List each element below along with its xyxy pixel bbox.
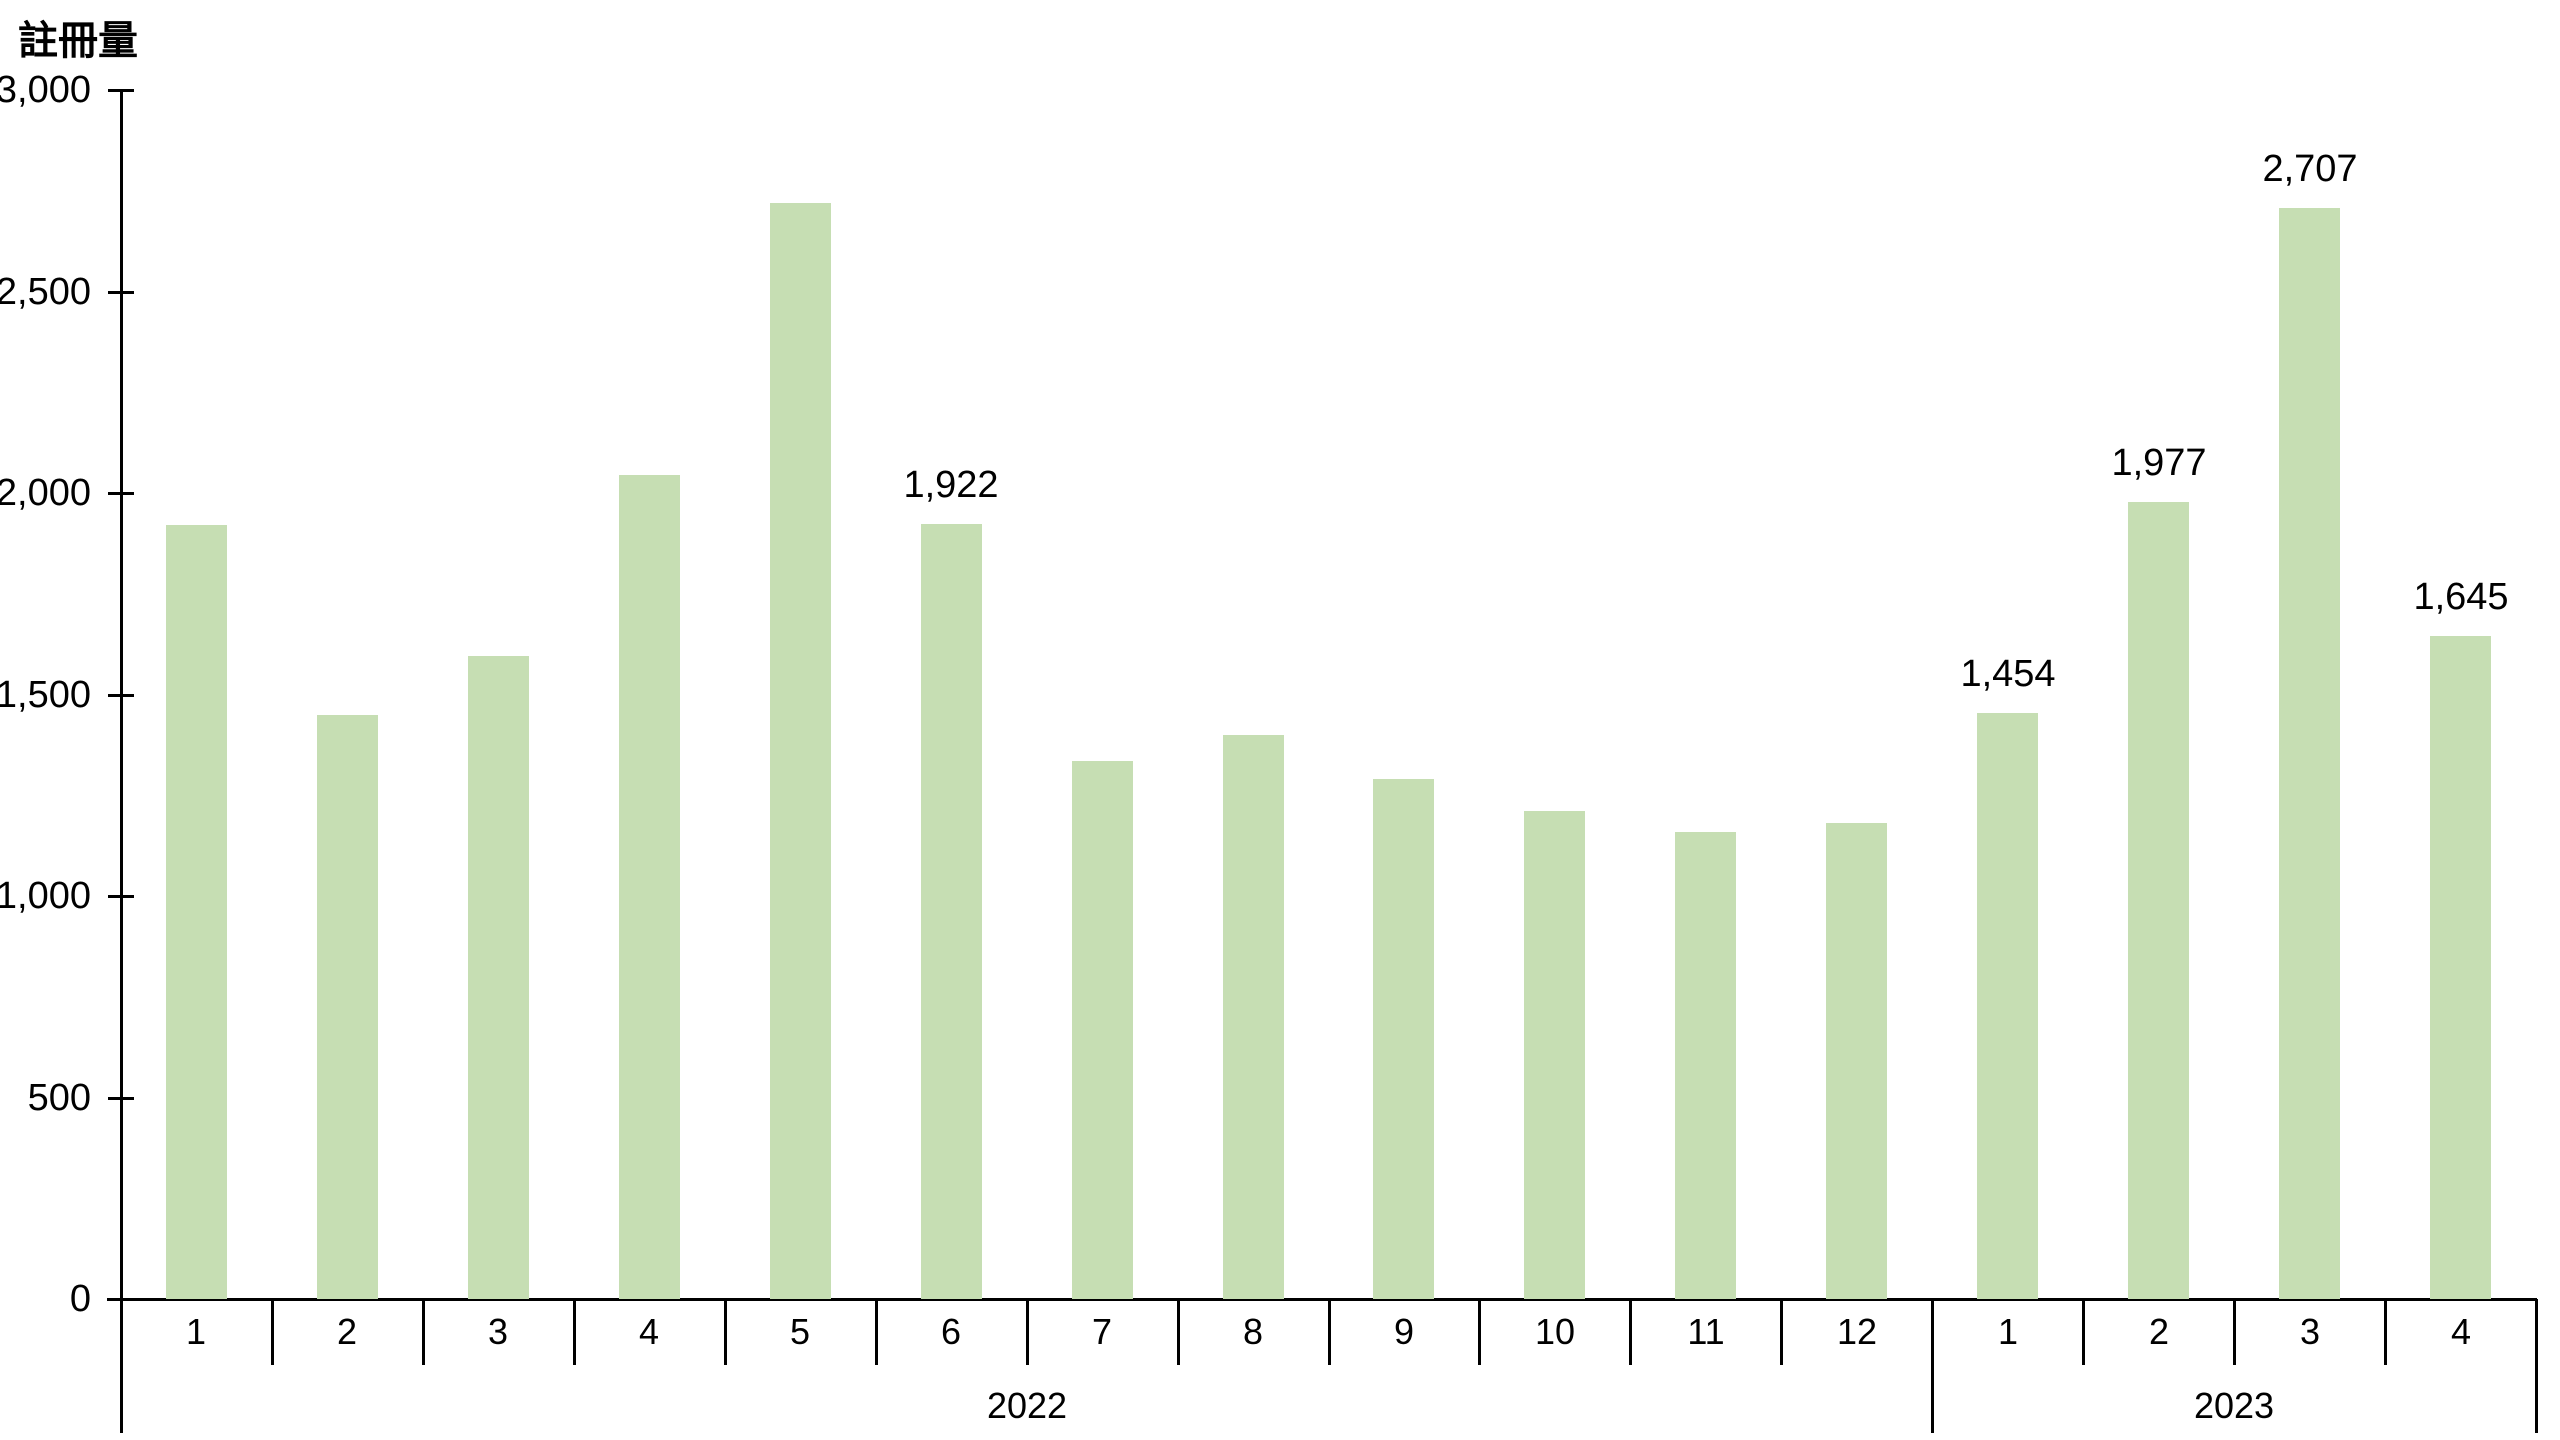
x-tick-label-2022-3: 3 [487,1311,509,1352]
x-tick-label-2022-9: 9 [1393,1311,1415,1352]
x-tick-label-2023-3: 3 [2299,1311,2321,1352]
year-label-2023: 2023 [2193,1385,2275,1426]
y-tick [108,290,134,294]
month-separator-line [1026,1299,1029,1365]
y-tick-label: 3,000 [0,69,91,111]
y-tick-label: 0 [69,1278,91,1320]
bar-value-label-2023-3: 2,707 [2262,148,2358,190]
bar-2022-9 [1373,779,1434,1299]
month-separator-line [1328,1299,1331,1365]
bar-2022-7 [1072,761,1133,1299]
month-separator-line [1478,1299,1481,1365]
x-tick-label-2022-12: 12 [1836,1311,1878,1352]
month-separator-line [573,1299,576,1365]
y-tick-label: 500 [27,1076,91,1119]
bar-2022-2 [317,715,378,1299]
month-separator-line [422,1299,425,1365]
x-tick-label-2022-7: 7 [1091,1311,1113,1352]
bar-value-label-2022-6: 1,922 [903,464,999,506]
month-separator-line [1780,1299,1783,1365]
x-tick-label-2022-8: 8 [1242,1311,1264,1352]
month-separator-line [875,1299,878,1365]
month-separator-line [1177,1299,1180,1365]
bar-value-label-2023-4: 1,645 [2413,576,2509,618]
month-separator-line [271,1299,274,1365]
bar-2022-11 [1675,832,1736,1299]
bar-2022-3 [468,656,529,1299]
y-axis-title: 註冊量 [18,19,138,63]
x-axis-line [107,1298,2537,1301]
x-tick-label-2022-4: 4 [638,1311,660,1352]
month-separator-line [2082,1299,2085,1365]
year-boundary-line [2535,1299,2538,1433]
x-tick-label-2023-2: 2 [2148,1311,2170,1352]
bar-2022-5 [770,203,831,1299]
x-tick-label-2022-1: 1 [185,1311,207,1352]
month-separator-line [724,1299,727,1365]
bar-2022-4 [619,475,680,1299]
month-separator-line [1629,1299,1632,1365]
bar-2023-4 [2430,636,2491,1299]
bar-2022-8 [1223,735,1284,1299]
bar-value-label-2023-1: 1,454 [1960,653,2056,695]
x-tick-label-2022-11: 11 [1687,1311,1725,1352]
y-tick-label: 2,000 [0,472,91,514]
year-boundary-line [1931,1299,1934,1433]
y-tick [108,693,134,697]
y-tick [108,895,134,898]
y-tick [108,1096,134,1100]
x-tick-label-2022-6: 6 [940,1311,962,1352]
bar-2022-12 [1826,823,1887,1299]
bar-2022-1 [166,525,227,1299]
year-label-2022: 2022 [986,1385,1068,1426]
month-separator-line [2384,1299,2387,1365]
x-tick-label-2022-5: 5 [789,1311,811,1352]
bar-value-label-2023-2: 1,977 [2111,442,2207,484]
bar-2023-2 [2128,502,2189,1299]
y-tick-label: 1,500 [0,673,91,716]
y-tick-label: 2,500 [0,270,91,313]
x-tick-label-2023-1: 1 [1997,1311,2019,1352]
bar-2022-10 [1524,811,1585,1299]
y-tick [108,492,134,495]
y-axis-line [120,90,123,1433]
x-tick-label-2022-10: 10 [1534,1311,1576,1352]
y-tick [108,89,134,92]
y-tick-label: 1,000 [0,875,91,917]
x-tick-label-2022-2: 2 [336,1311,358,1352]
month-separator-line [2233,1299,2236,1365]
x-tick-label-2023-4: 4 [2450,1311,2472,1352]
bar-2023-3 [2279,208,2340,1299]
bar-2022-6 [921,524,982,1299]
bar-2023-1 [1977,713,2038,1299]
